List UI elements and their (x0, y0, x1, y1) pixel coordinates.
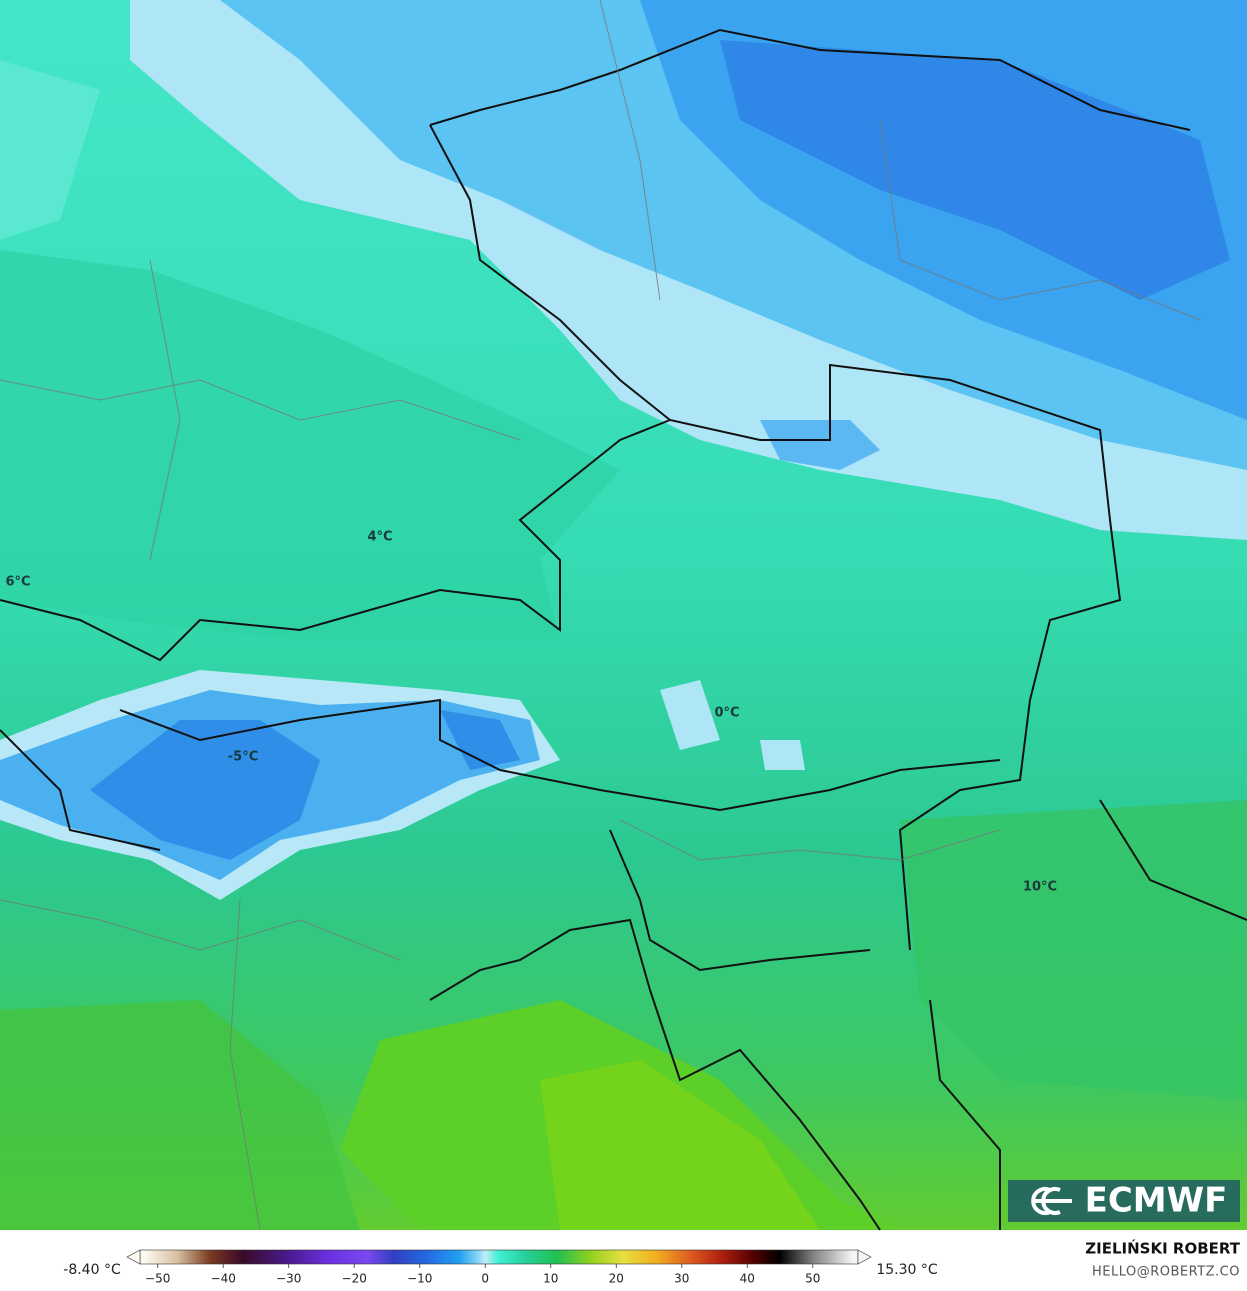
border (0, 899, 401, 961)
border (619, 819, 1001, 861)
colorbar-tick-label: −10 (407, 1272, 432, 1286)
region (660, 680, 720, 750)
region (0, 60, 100, 240)
max-label: 15.30 °C (876, 1262, 938, 1278)
colorbar-tick-label: 40 (740, 1272, 755, 1286)
border (609, 829, 871, 972)
colorbar-tick-label: −40 (211, 1272, 236, 1286)
region (900, 800, 1247, 1100)
credit-contact: HELLO@ROBERTZ.CO (1092, 1265, 1240, 1280)
border (1099, 799, 1247, 921)
colorbar-extend-high (857, 1249, 872, 1265)
colorbar-tick-label: −50 (145, 1272, 170, 1286)
region (760, 420, 880, 470)
region (720, 40, 1230, 300)
colorbar-tick-label: 30 (674, 1272, 689, 1286)
border (429, 28, 1191, 131)
colorbar-tick-label: 10 (543, 1272, 558, 1286)
region (440, 710, 520, 770)
contour-label: -5°C (228, 750, 258, 765)
coast (429, 918, 881, 1231)
colorbar-bar (139, 1249, 859, 1265)
map: 4°C 6°C 0°C -5°C 10°C ECMWF (0, 0, 1247, 1231)
border (0, 419, 671, 662)
contour-labels: 4°C 6°C 0°C -5°C 10°C (5, 530, 1057, 895)
country-borders (0, 28, 1247, 1231)
logo-icon (1031, 1187, 1072, 1215)
contour-label: 6°C (5, 575, 30, 590)
border (229, 899, 261, 1231)
contour-label: 0°C (714, 706, 739, 721)
colorbar-tick-label: 50 (805, 1272, 820, 1286)
contour-label: 10°C (1023, 880, 1057, 895)
region (0, 250, 620, 640)
region (540, 1060, 820, 1230)
border (429, 124, 1122, 951)
border (929, 999, 1001, 1230)
credit-name: ZIELIŃSKI ROBERT (1085, 1239, 1240, 1258)
contour-label: 4°C (367, 530, 392, 545)
border (149, 259, 181, 561)
border (599, 0, 661, 301)
border (119, 698, 1001, 812)
region (760, 740, 805, 770)
border (879, 119, 1201, 321)
colorbar: -8.40 °C 15.30 °C −50 −40 −30 −20 −10 0 10 20 30… (63, 1249, 938, 1286)
colorbar-tick-label: 0 (481, 1272, 489, 1286)
region (0, 1000, 360, 1230)
logo-text: ECMWF (1085, 1181, 1228, 1221)
border (0, 379, 521, 441)
colorbar-tick-label: −20 (342, 1272, 367, 1286)
logo: ECMWF (1008, 1180, 1240, 1222)
min-label: -8.40 °C (63, 1262, 121, 1278)
region-borders (0, 0, 1201, 1231)
colorbar-tick-label: 20 (609, 1272, 624, 1286)
colorbar-extend-low (126, 1249, 141, 1265)
colorbar-tick-label: −30 (276, 1272, 301, 1286)
border (0, 729, 161, 851)
region (90, 720, 320, 860)
